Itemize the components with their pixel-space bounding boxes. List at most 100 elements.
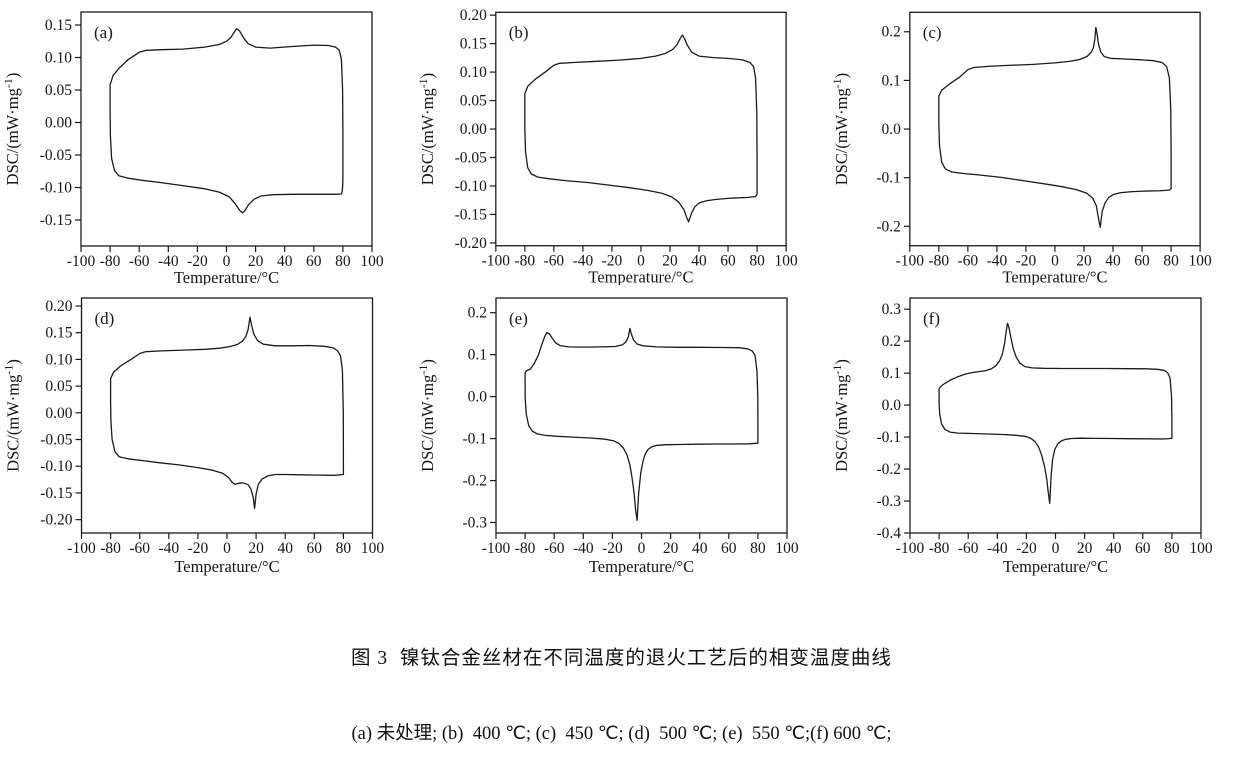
svg-text:-0.10: -0.10	[40, 458, 73, 475]
svg-text:40: 40	[1106, 540, 1122, 557]
svg-text:-100: -100	[896, 253, 925, 270]
svg-text:0.1: 0.1	[468, 347, 487, 364]
svg-text:0.00: 0.00	[45, 405, 72, 422]
svg-text:-0.05: -0.05	[40, 147, 73, 164]
svg-text:80: 80	[749, 253, 765, 270]
svg-text:0.2: 0.2	[468, 305, 487, 322]
svg-text:20: 20	[1077, 540, 1093, 557]
svg-text:0.20: 0.20	[460, 7, 487, 24]
svg-text:60: 60	[1134, 253, 1150, 270]
svg-text:-20: -20	[1016, 540, 1037, 557]
svg-text:-60: -60	[129, 540, 150, 557]
svg-text:DSC/(mW·mg-1): DSC/(mW·mg-1)	[2, 359, 23, 472]
svg-text:DSC/(mW·mg-1): DSC/(mW·mg-1)	[416, 359, 437, 472]
svg-text:-40: -40	[987, 540, 1008, 557]
svg-text:(f): (f)	[923, 309, 940, 328]
svg-text:-40: -40	[573, 253, 594, 270]
dsc-panel-grid: -100 -80 -60 -40 -20 0 20 40 60 80 100 0.15 0.10 0.05…	[0, 0, 1243, 585]
svg-text:Temperature/°C: Temperature/°C	[588, 268, 693, 285]
svg-text:0.10: 0.10	[45, 50, 72, 67]
dsc-panel-e: -100 -80 -60 -40 -20 0 20 40 60 80 100 0.2 0.1 0.0 -0.…	[415, 285, 829, 585]
svg-text:(d): (d)	[95, 309, 115, 328]
svg-text:-60: -60	[544, 253, 565, 270]
svg-text:-40: -40	[158, 253, 179, 270]
svg-text:-0.15: -0.15	[40, 485, 73, 502]
svg-text:-80: -80	[515, 253, 536, 270]
figure-caption: 图 3 镍钛合金丝材在不同温度的退火工艺后的相变温度曲线 (a) 未处理; (b…	[0, 585, 1243, 766]
svg-text:-0.2: -0.2	[876, 461, 901, 478]
svg-text:0.1: 0.1	[882, 365, 901, 382]
svg-text:80: 80	[336, 540, 352, 557]
svg-text:-100: -100	[482, 253, 511, 270]
svg-text:-0.05: -0.05	[40, 432, 73, 449]
svg-text:0: 0	[223, 540, 231, 557]
svg-text:-60: -60	[958, 253, 979, 270]
svg-text:0.15: 0.15	[45, 17, 72, 34]
dsc-chart-b: -100 -80 -60 -40 -20 0 20 40 60 80 100 0.20 0.15 0.10…	[416, 7, 798, 285]
svg-text:-60: -60	[129, 253, 150, 270]
svg-text:Temperature/°C: Temperature/°C	[174, 557, 279, 576]
figure-caption-zh-conditions: (a) 未处理; (b) 400 ℃; (c) 450 ℃; (d) 500 ℃…	[351, 724, 892, 744]
dsc-panel-d: -100 -80 -60 -40 -20 0 20 40 60 80 100 0.20 0.15 0.10…	[0, 285, 415, 585]
svg-text:DSC/(mW·mg-1): DSC/(mW·mg-1)	[830, 73, 851, 185]
dsc-chart-c: -100 -80 -60 -40 -20 0 20 40 60 80 100 0.2 0.1 0.0 -0.…	[830, 11, 1212, 285]
svg-text:-80: -80	[515, 540, 536, 557]
svg-text:0.00: 0.00	[45, 115, 72, 132]
svg-text:0: 0	[223, 253, 231, 270]
svg-text:0.3: 0.3	[882, 301, 902, 318]
svg-text:-20: -20	[602, 253, 623, 270]
dsc-chart-f: -100 -80 -60 -40 -20 0 20 40 60 80 100 0.3 0.2 0.1 0.0…	[830, 297, 1213, 576]
svg-text:100: 100	[361, 540, 385, 557]
svg-text:-80: -80	[929, 253, 950, 270]
svg-text:0.1: 0.1	[881, 72, 900, 89]
svg-text:(e): (e)	[509, 309, 528, 328]
svg-text:80: 80	[1163, 253, 1179, 270]
svg-text:40: 40	[277, 540, 293, 557]
svg-text:60: 60	[720, 253, 736, 270]
svg-text:20: 20	[248, 540, 264, 557]
svg-text:DSC/(mW·mg-1): DSC/(mW·mg-1)	[1, 73, 22, 186]
dsc-panel-f: -100 -80 -60 -40 -20 0 20 40 60 80 100 0.3 0.2 0.1 0.0…	[829, 285, 1243, 585]
svg-text:0.0: 0.0	[882, 397, 902, 414]
svg-text:-0.05: -0.05	[455, 149, 487, 166]
svg-text:40: 40	[1105, 253, 1121, 270]
svg-text:0.05: 0.05	[45, 82, 72, 99]
svg-text:-60: -60	[544, 540, 565, 557]
svg-text:20: 20	[663, 540, 679, 557]
svg-text:20: 20	[1076, 253, 1092, 270]
svg-text:-100: -100	[67, 540, 96, 557]
svg-text:-0.20: -0.20	[40, 512, 73, 529]
svg-text:-0.2: -0.2	[876, 218, 900, 235]
svg-text:-0.1: -0.1	[462, 431, 487, 448]
dsc-chart-d: -100 -80 -60 -40 -20 0 20 40 60 80 100 0.20 0.15 0.10…	[2, 297, 385, 576]
svg-text:0.10: 0.10	[460, 64, 487, 81]
svg-text:0: 0	[1051, 253, 1059, 270]
dsc-chart-e: -100 -80 -60 -40 -20 0 20 40 60 80 100 0.2 0.1 0.0 -0.…	[416, 297, 799, 576]
svg-text:0: 0	[1052, 540, 1060, 557]
svg-text:100: 100	[1189, 253, 1212, 270]
svg-text:-0.1: -0.1	[876, 170, 900, 187]
svg-text:0.2: 0.2	[882, 333, 901, 350]
dsc-chart-a: -100 -80 -60 -40 -20 0 20 40 60 80 100 0.15 0.10 0.05…	[1, 11, 384, 285]
dsc-panel-a: -100 -80 -60 -40 -20 0 20 40 60 80 100 0.15 0.10 0.05…	[0, 0, 415, 285]
svg-text:0.10: 0.10	[45, 351, 72, 368]
svg-text:80: 80	[750, 540, 766, 557]
svg-text:-0.4: -0.4	[876, 525, 901, 542]
svg-text:80: 80	[335, 253, 351, 270]
svg-text:-0.1: -0.1	[876, 429, 901, 446]
svg-text:-20: -20	[1016, 253, 1037, 270]
svg-text:-40: -40	[158, 540, 179, 557]
svg-text:Temperature/°C: Temperature/°C	[589, 557, 694, 576]
svg-text:60: 60	[306, 253, 322, 270]
svg-text:0.0: 0.0	[881, 121, 901, 138]
svg-text:40: 40	[691, 253, 707, 270]
svg-text:(b): (b)	[509, 23, 529, 42]
svg-text:40: 40	[692, 540, 708, 557]
svg-text:-0.3: -0.3	[876, 493, 901, 510]
svg-text:100: 100	[360, 253, 384, 270]
svg-text:-40: -40	[987, 253, 1008, 270]
svg-text:(c): (c)	[923, 23, 942, 42]
svg-text:-20: -20	[187, 253, 208, 270]
svg-text:60: 60	[307, 540, 323, 557]
svg-text:-0.15: -0.15	[455, 206, 487, 223]
